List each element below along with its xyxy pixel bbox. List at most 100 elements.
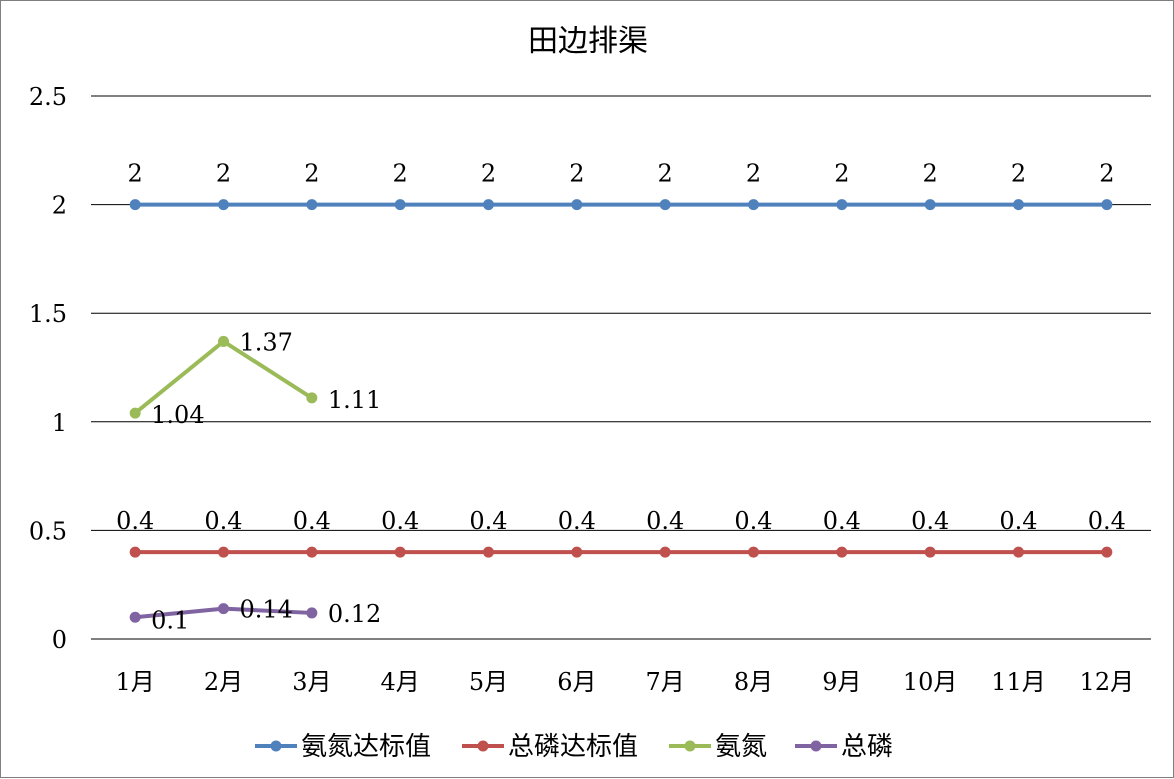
data-point	[1101, 546, 1113, 558]
data-label: 2	[834, 160, 849, 188]
x-tick-label: 3月	[292, 668, 331, 696]
data-point	[571, 546, 583, 558]
x-tick-label: 8月	[734, 668, 773, 696]
data-point	[748, 546, 759, 558]
x-tick-label: 11月	[991, 668, 1046, 696]
data-label: 0.4	[116, 507, 154, 535]
data-label: 0.4	[381, 507, 419, 535]
y-tick-label: 1.5	[29, 300, 67, 328]
data-point	[748, 199, 759, 211]
data-label: 2	[304, 160, 319, 188]
data-label: 0.4	[734, 507, 772, 535]
data-point	[218, 199, 229, 211]
data-point	[394, 546, 406, 558]
legend-marker	[477, 740, 489, 752]
data-label: 0.4	[558, 507, 596, 535]
legend-item: 总磷	[795, 732, 893, 762]
y-tick-label: 1	[52, 409, 67, 437]
data-point	[483, 199, 494, 211]
legend-label: 总磷达标值	[508, 732, 638, 762]
data-point	[571, 199, 583, 211]
data-point	[483, 546, 494, 558]
data-label: 2	[1011, 160, 1026, 188]
data-label: 0.12	[328, 600, 381, 628]
x-tick-label: 4月	[381, 668, 420, 696]
data-point	[129, 199, 141, 211]
series-layer: 2 2 2 2 2 2 2 2 2 2 2 20.4 0.4 0.4 0.4 0.4 0.4 0.4 0.4 0.4 0…	[116, 160, 1126, 635]
data-point	[306, 199, 318, 211]
legend: 氨氮达标值 总磷达标值 氨氮 总磷	[255, 732, 893, 762]
data-point	[659, 546, 671, 558]
legend-item: 氨氮达标值	[255, 732, 431, 762]
data-point	[129, 546, 141, 558]
data-point	[659, 199, 671, 211]
series-2: 0.4 0.4 0.4 0.4 0.4 0.4 0.4 0.4 0.4 0.4 0.4 0.4	[116, 507, 1126, 558]
data-label: 0.1	[151, 606, 189, 634]
data-label: 2	[923, 160, 938, 188]
x-tick-label: 5月	[469, 668, 508, 696]
data-label: 0.4	[823, 507, 861, 535]
legend-marker	[684, 740, 696, 752]
data-label: 2	[216, 160, 231, 188]
data-label: 0.4	[204, 507, 242, 535]
data-point	[836, 546, 848, 558]
legend-marker	[270, 740, 282, 752]
data-point	[924, 546, 936, 558]
data-label: 0.4	[911, 507, 949, 535]
data-point	[306, 392, 318, 404]
data-point	[306, 607, 318, 619]
data-label: 0.4	[469, 507, 507, 535]
data-label: 0.14	[240, 596, 293, 624]
y-axis: 0 0.5 1 1.5 2 2.5	[29, 83, 67, 654]
gridlines	[91, 95, 1151, 640]
data-label: 1.04	[151, 401, 204, 429]
data-label: 0.4	[646, 507, 684, 535]
x-tick-label: 7月	[646, 668, 685, 696]
data-label: 0.4	[999, 507, 1037, 535]
data-label: 2	[658, 160, 673, 188]
data-point	[218, 546, 229, 558]
legend-marker	[810, 740, 822, 752]
legend-item: 总磷达标值	[462, 732, 638, 762]
data-label: 0.4	[1088, 507, 1126, 535]
x-tick-label: 6月	[557, 668, 596, 696]
data-label: 2	[746, 160, 761, 188]
data-label: 0.4	[293, 507, 331, 535]
data-point	[836, 199, 848, 211]
data-label: 2	[393, 160, 408, 188]
data-point	[394, 199, 406, 211]
data-point	[129, 611, 141, 623]
data-point	[1013, 546, 1024, 558]
x-tick-label: 2月	[204, 668, 243, 696]
data-point	[306, 546, 318, 558]
x-axis: 1月 2月 3月 4月 5月 6月 7月 8月 9月 10月 11月 12月	[116, 668, 1135, 696]
x-tick-label: 9月	[822, 668, 861, 696]
data-label: 2	[481, 160, 496, 188]
series-4: 0.1 0.14 0.12	[129, 596, 381, 634]
data-point	[129, 407, 141, 419]
data-point	[1101, 199, 1113, 211]
series-3: 1.04 1.37 1.11	[129, 328, 381, 429]
data-point	[218, 335, 229, 347]
data-label: 2	[569, 160, 584, 188]
x-tick-label: 12月	[1080, 668, 1135, 696]
data-point	[1013, 199, 1024, 211]
x-tick-label: 1月	[116, 668, 155, 696]
legend-label: 总磷	[841, 732, 893, 762]
legend-item: 氨氮	[669, 732, 767, 762]
data-label: 2	[128, 160, 143, 188]
y-tick-label: 0.5	[29, 517, 67, 545]
data-point	[924, 199, 936, 211]
y-tick-label: 2.5	[29, 83, 67, 111]
data-label: 1.37	[240, 328, 293, 356]
data-label: 1.11	[328, 386, 381, 414]
y-tick-label: 0	[52, 626, 67, 654]
chart-title: 田边排渠	[528, 24, 648, 59]
legend-label: 氨氮达标值	[301, 732, 431, 762]
x-tick-label: 10月	[903, 668, 958, 696]
data-point	[218, 603, 229, 615]
y-tick-label: 2	[52, 192, 67, 220]
series-1: 2 2 2 2 2 2 2 2 2 2 2 2	[128, 160, 1114, 211]
